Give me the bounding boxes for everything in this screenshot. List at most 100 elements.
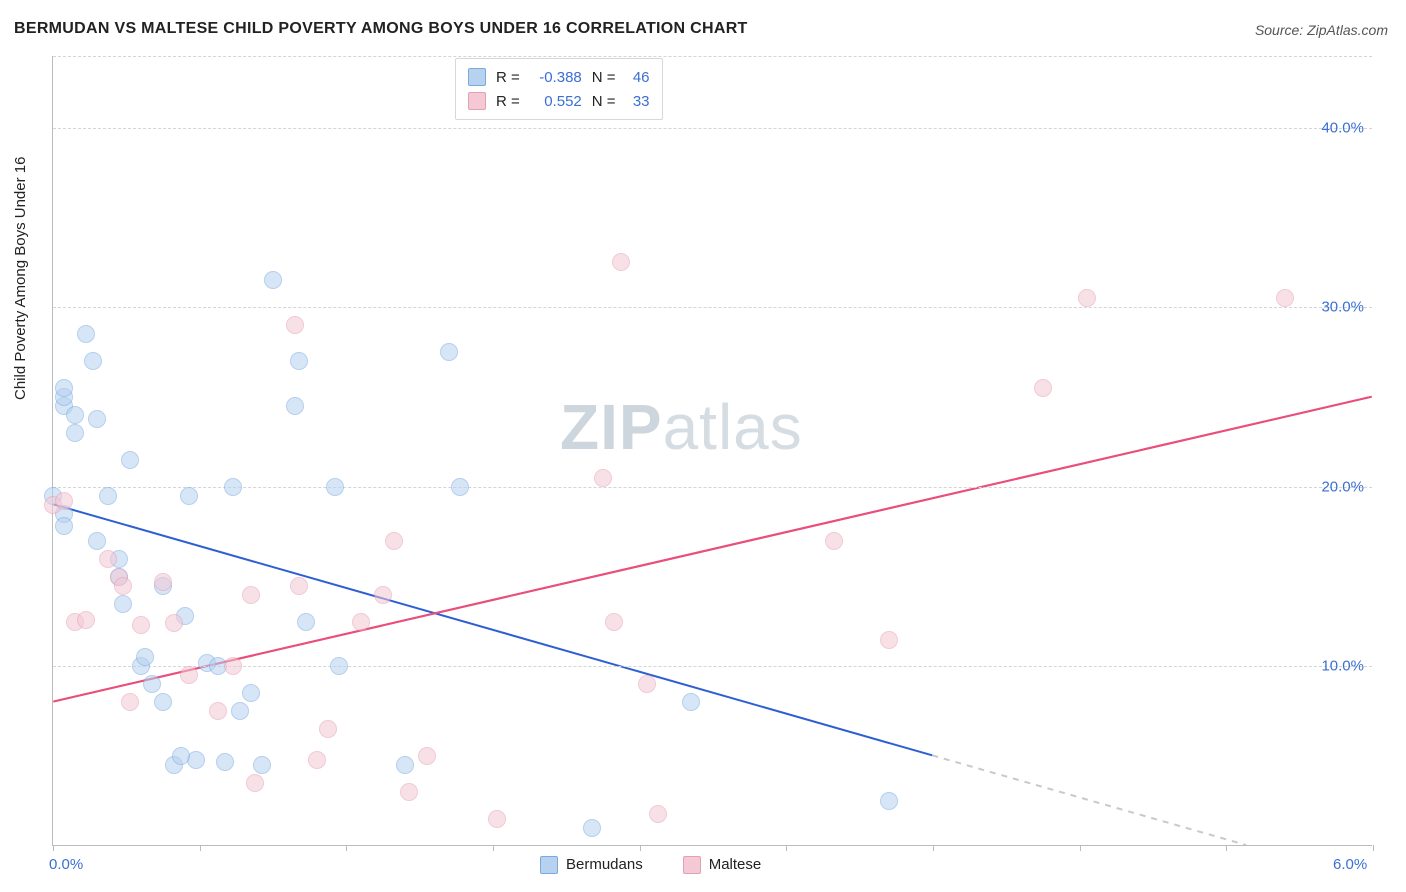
scatter-point <box>143 675 161 693</box>
legend-n-label: N = <box>592 93 616 110</box>
scatter-point <box>308 751 326 769</box>
y-tick-label: 30.0% <box>1321 299 1364 316</box>
series-legend: Bermudans Maltese <box>540 856 761 874</box>
x-tick <box>1226 845 1227 851</box>
legend-n-value: 33 <box>626 93 650 110</box>
scatter-point <box>84 352 102 370</box>
scatter-point <box>55 379 73 397</box>
scatter-point <box>374 586 392 604</box>
scatter-point <box>583 819 601 837</box>
legend-row-maltese: R = 0.552 N = 33 <box>468 89 650 113</box>
scatter-point <box>264 271 282 289</box>
scatter-point <box>242 586 260 604</box>
scatter-point <box>286 316 304 334</box>
scatter-point <box>1078 289 1096 307</box>
scatter-point <box>216 753 234 771</box>
legend-swatch-maltese <box>468 92 486 110</box>
x-tick <box>786 845 787 851</box>
scatter-point <box>180 666 198 684</box>
scatter-point <box>99 550 117 568</box>
x-tick <box>933 845 934 851</box>
scatter-point <box>121 451 139 469</box>
scatter-point <box>246 774 264 792</box>
scatter-point <box>253 756 271 774</box>
scatter-point <box>319 720 337 738</box>
scatter-point <box>352 613 370 631</box>
scatter-point <box>132 616 150 634</box>
scatter-point <box>880 792 898 810</box>
legend-label: Bermudans <box>566 856 643 873</box>
scatter-point <box>440 343 458 361</box>
gridline-h <box>53 307 1372 308</box>
legend-r-label: R = <box>496 93 520 110</box>
scatter-point <box>594 469 612 487</box>
trend-lines-svg <box>53 56 1372 845</box>
scatter-point <box>66 424 84 442</box>
scatter-point <box>180 487 198 505</box>
scatter-point <box>1034 379 1052 397</box>
legend-label: Maltese <box>709 856 762 873</box>
scatter-point <box>231 702 249 720</box>
legend-r-value: 0.552 <box>530 93 582 110</box>
scatter-point <box>242 684 260 702</box>
gridline-h <box>53 56 1372 57</box>
scatter-point <box>488 810 506 828</box>
scatter-point <box>605 613 623 631</box>
scatter-plot-area: 10.0%20.0%30.0%40.0%0.0%6.0% <box>52 56 1372 846</box>
scatter-point <box>165 614 183 632</box>
scatter-point <box>88 410 106 428</box>
scatter-point <box>224 657 242 675</box>
scatter-point <box>418 747 436 765</box>
scatter-point <box>114 595 132 613</box>
scatter-point <box>612 253 630 271</box>
scatter-point <box>224 478 242 496</box>
y-tick-label: 40.0% <box>1321 119 1364 136</box>
scatter-point <box>638 675 656 693</box>
legend-n-value: 46 <box>626 69 650 86</box>
scatter-point <box>385 532 403 550</box>
scatter-point <box>187 751 205 769</box>
x-tick <box>1373 845 1374 851</box>
gridline-h <box>53 487 1372 488</box>
scatter-point <box>451 478 469 496</box>
correlation-legend: R = -0.388 N = 46 R = 0.552 N = 33 <box>455 58 663 120</box>
y-tick-label: 20.0% <box>1321 478 1364 495</box>
y-axis-label: Child Poverty Among Boys Under 16 <box>12 157 29 400</box>
source-attribution: Source: ZipAtlas.com <box>1255 22 1388 38</box>
scatter-point <box>400 783 418 801</box>
scatter-point <box>209 702 227 720</box>
x-tick <box>640 845 641 851</box>
scatter-point <box>154 693 172 711</box>
scatter-point <box>77 611 95 629</box>
legend-r-value: -0.388 <box>530 69 582 86</box>
legend-row-bermudans: R = -0.388 N = 46 <box>468 65 650 89</box>
scatter-point <box>55 492 73 510</box>
x-tick <box>1080 845 1081 851</box>
scatter-point <box>330 657 348 675</box>
legend-item-bermudans: Bermudans <box>540 856 643 874</box>
x-tick <box>53 845 54 851</box>
scatter-point <box>77 325 95 343</box>
scatter-point <box>649 805 667 823</box>
scatter-point <box>880 631 898 649</box>
legend-n-label: N = <box>592 69 616 86</box>
scatter-point <box>1276 289 1294 307</box>
x-tick <box>200 845 201 851</box>
legend-r-label: R = <box>496 69 520 86</box>
scatter-point <box>136 648 154 666</box>
legend-swatch-bermudans <box>540 856 558 874</box>
scatter-point <box>682 693 700 711</box>
x-tick-label: 6.0% <box>1333 856 1367 873</box>
scatter-point <box>55 517 73 535</box>
chart-title: BERMUDAN VS MALTESE CHILD POVERTY AMONG … <box>14 20 748 38</box>
scatter-point <box>99 487 117 505</box>
scatter-point <box>290 352 308 370</box>
legend-swatch-maltese <box>683 856 701 874</box>
scatter-point <box>286 397 304 415</box>
scatter-point <box>326 478 344 496</box>
scatter-point <box>825 532 843 550</box>
scatter-point <box>66 406 84 424</box>
scatter-point <box>154 573 172 591</box>
scatter-point <box>172 747 190 765</box>
gridline-h <box>53 666 1372 667</box>
